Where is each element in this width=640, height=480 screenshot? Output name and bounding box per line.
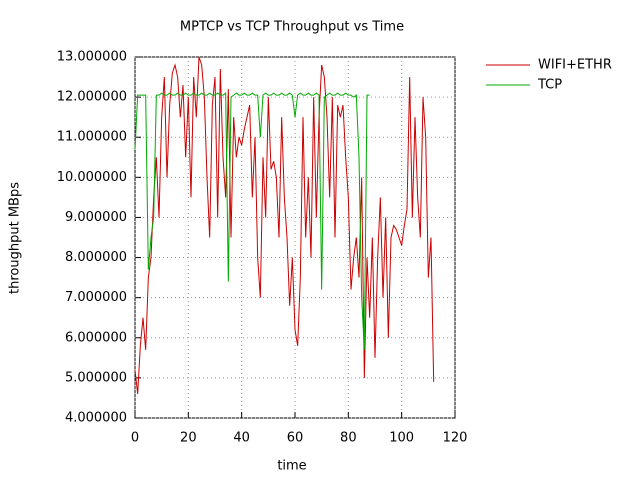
y-tick-label: 5.000000 — [65, 370, 127, 385]
x-tick-label: 120 — [443, 431, 468, 446]
y-axis-label: throughput MBps — [8, 182, 23, 294]
y-tick-label: 8.000000 — [65, 250, 127, 265]
x-tick-label: 20 — [180, 431, 197, 446]
x-tick-label: 60 — [287, 431, 304, 446]
chart-title: MPTCP vs TCP Throughput vs Time — [180, 20, 404, 35]
y-tick-label: 10.000000 — [57, 170, 127, 185]
y-tick-label: 7.000000 — [65, 290, 127, 305]
x-tick-label: 80 — [340, 431, 357, 446]
y-tick-label: 13.000000 — [57, 50, 127, 65]
series-line — [134, 92, 370, 350]
y-tick-label: 12.000000 — [57, 90, 127, 105]
legend-label: WIFI+ETHR — [538, 58, 612, 73]
x-tick-label: 40 — [233, 431, 250, 446]
series-line — [134, 56, 435, 394]
y-tick-label: 9.000000 — [65, 210, 127, 225]
y-tick-label: 6.000000 — [65, 330, 127, 345]
x-tick-label: 0 — [131, 431, 139, 446]
legend-label: TCP — [537, 78, 562, 93]
x-axis-label: time — [277, 459, 306, 474]
y-tick-label: 4.000000 — [65, 411, 127, 426]
x-tick-label: 100 — [389, 431, 414, 446]
y-tick-label: 11.000000 — [57, 130, 127, 145]
